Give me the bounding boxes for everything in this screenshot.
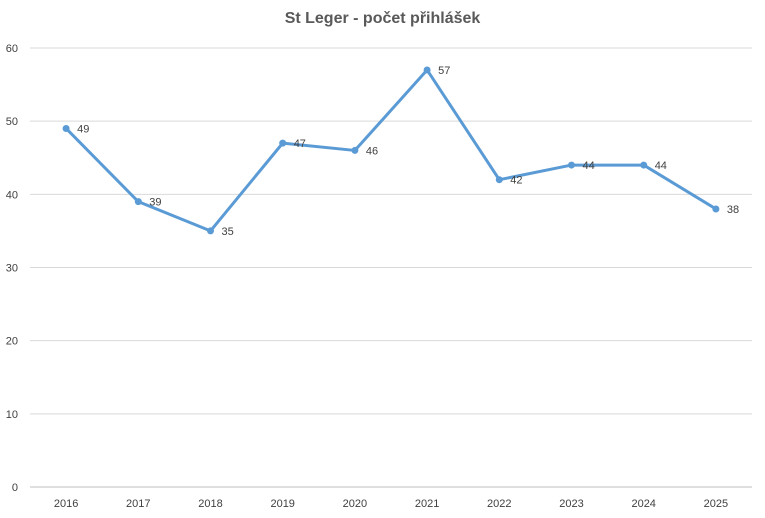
y-tick-label: 50 bbox=[6, 116, 18, 128]
series-line bbox=[64, 68, 718, 233]
y-tick-label: 20 bbox=[6, 336, 18, 348]
data-label: 35 bbox=[222, 226, 234, 238]
x-tick-label: 2024 bbox=[631, 498, 655, 510]
x-tick-label: 2021 bbox=[415, 498, 439, 510]
data-label: 39 bbox=[149, 197, 161, 209]
data-point bbox=[495, 176, 503, 184]
y-tick-label: 60 bbox=[6, 43, 18, 55]
data-point bbox=[134, 198, 142, 206]
data-label: 42 bbox=[510, 175, 522, 187]
data-label: 46 bbox=[366, 145, 378, 157]
y-tick-label: 0 bbox=[12, 482, 18, 494]
data-point bbox=[568, 161, 575, 169]
data-label: 49 bbox=[77, 123, 89, 135]
x-tick-label: 2019 bbox=[270, 498, 294, 510]
data-label: 44 bbox=[655, 160, 667, 172]
data-point bbox=[279, 139, 287, 147]
data-point bbox=[351, 146, 359, 154]
chart-title: St Leger - počet přihlášek bbox=[284, 10, 481, 27]
data-point bbox=[712, 205, 720, 213]
data-label: 38 bbox=[727, 204, 739, 216]
data-label: 57 bbox=[438, 65, 450, 77]
x-tick-label: 2025 bbox=[704, 498, 728, 510]
data-point bbox=[207, 227, 214, 235]
x-tick-label: 2022 bbox=[487, 498, 511, 510]
x-tick-label: 2023 bbox=[559, 498, 583, 510]
data-point bbox=[640, 161, 648, 169]
data-point bbox=[62, 124, 70, 132]
y-tick-label: 40 bbox=[6, 189, 18, 201]
data-label: 44 bbox=[583, 160, 595, 172]
x-tick-label: 2017 bbox=[126, 498, 150, 510]
x-tick-label: 2020 bbox=[343, 498, 367, 510]
x-tick-label: 2016 bbox=[54, 498, 78, 510]
data-label: 47 bbox=[294, 138, 306, 150]
y-tick-label: 30 bbox=[6, 263, 18, 275]
data-point bbox=[423, 66, 431, 74]
x-tick-label: 2018 bbox=[198, 498, 222, 510]
y-tick-label: 10 bbox=[6, 409, 18, 421]
